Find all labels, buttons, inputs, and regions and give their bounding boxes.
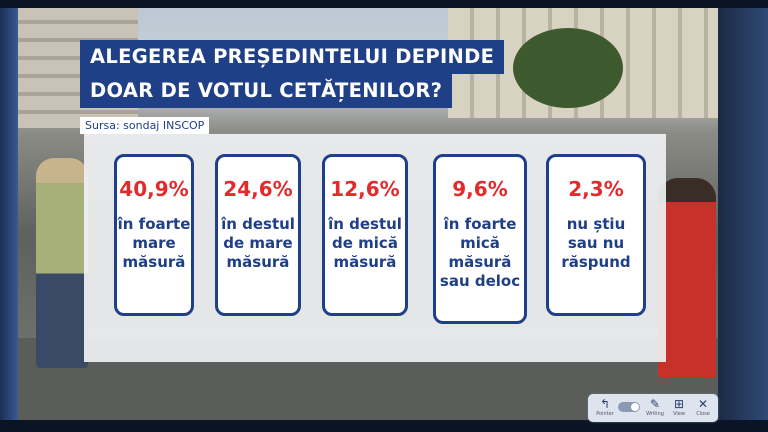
tablet-toolbar: ↰ Pointer ✎ Writing ⊞ View ✕ Close (588, 394, 718, 422)
result-label: în destul de mare măsură (221, 215, 295, 271)
result-label: nu știu sau nu răspund (561, 215, 631, 271)
result-card: 9,6% în foarte mică măsură sau deloc (433, 154, 527, 324)
frame-right (718, 0, 768, 432)
result-card: 2,3% nu știu sau nu răspund (546, 154, 646, 316)
title-line-1: ALEGEREA PREȘEDINTELUI DEPINDE (80, 40, 505, 74)
frame-bottom (0, 420, 768, 432)
result-label: în foarte mare măsură (117, 215, 191, 271)
pen-icon[interactable]: ✎ Writing (646, 397, 664, 417)
frame-top (0, 0, 768, 8)
result-value: 2,3% (568, 177, 624, 201)
source-label: Sursa: sondaj INSCOP (80, 117, 210, 134)
result-card: 12,6% în destul de mică măsură (322, 154, 408, 316)
view-icon[interactable]: ⊞ View (673, 397, 685, 417)
pointer-icon[interactable]: ↰ Pointer (596, 397, 614, 417)
result-card: 24,6% în destul de mare măsură (215, 154, 301, 316)
title-line-2: DOAR DE VOTUL CETĂȚENILOR? (80, 74, 453, 108)
result-label: în destul de mică măsură (328, 215, 402, 271)
person-right (658, 178, 716, 378)
results-panel: 40,9% în foarte mare măsură 24,6% în destul… (84, 134, 666, 362)
close-icon[interactable]: ✕ Close (696, 397, 710, 417)
result-value: 24,6% (223, 177, 293, 201)
tree (513, 28, 623, 108)
result-value: 12,6% (330, 177, 400, 201)
person-left (36, 158, 88, 368)
result-label: în foarte mică măsură sau deloc (439, 215, 521, 290)
result-value: 9,6% (452, 177, 508, 201)
toggle-icon[interactable] (618, 402, 640, 412)
frame-left (0, 0, 18, 432)
result-value: 40,9% (119, 177, 189, 201)
result-card: 40,9% în foarte mare măsură (114, 154, 194, 316)
